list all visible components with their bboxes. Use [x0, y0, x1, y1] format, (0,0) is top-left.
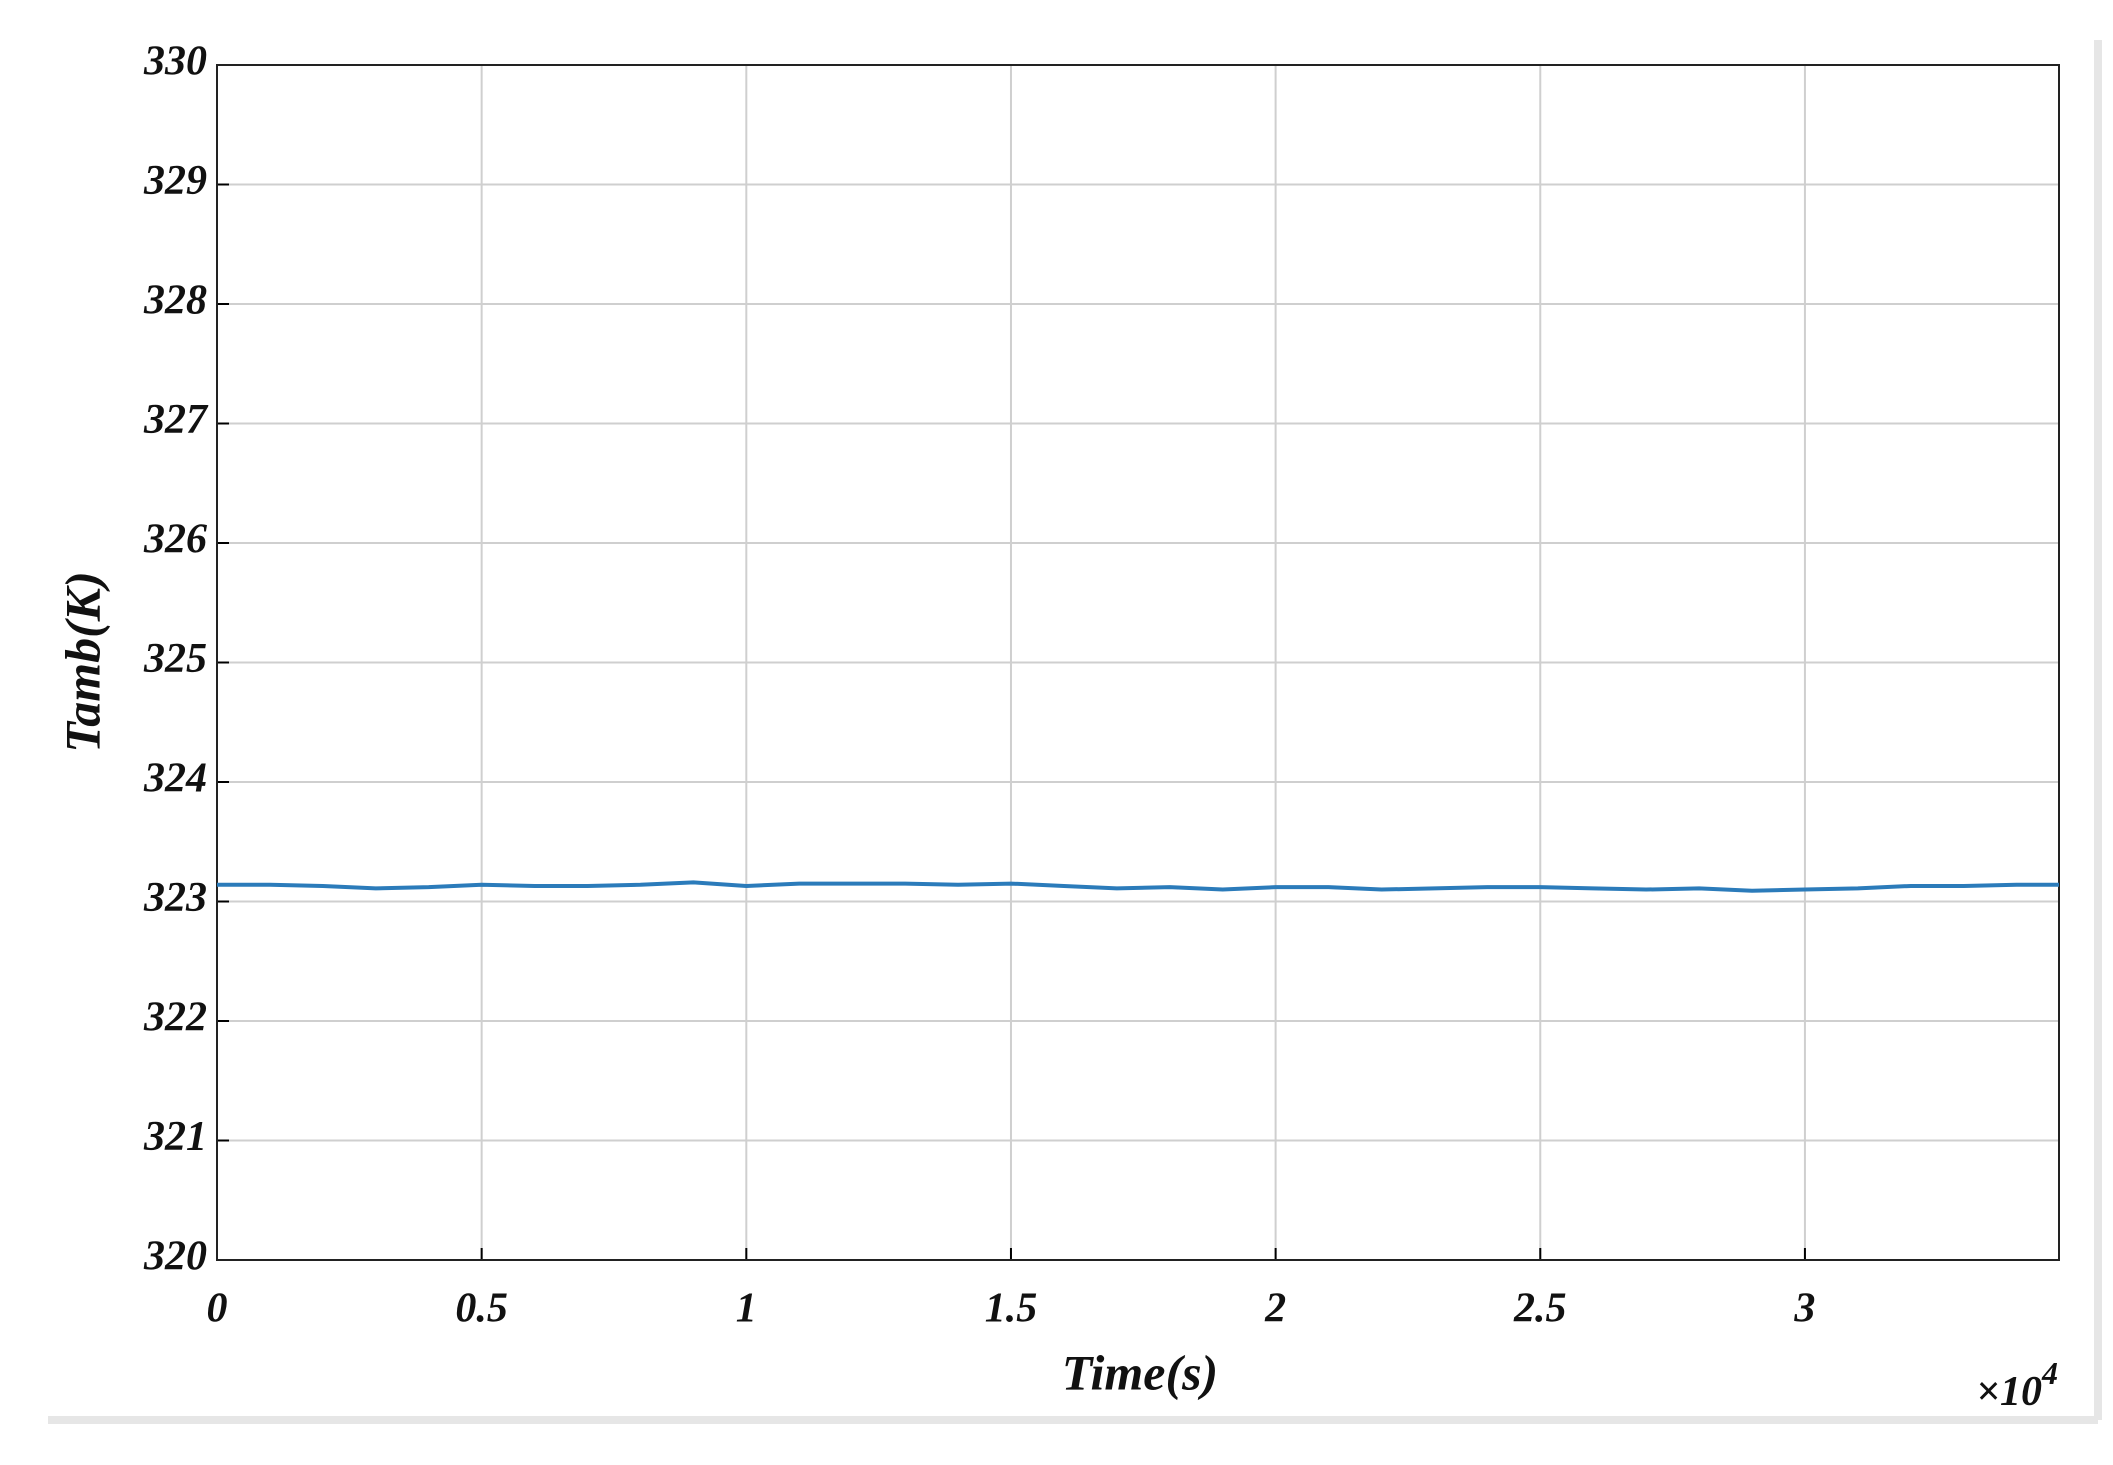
x-tick-label: 1.5	[985, 1286, 1038, 1332]
x-tick-label: 3	[1793, 1286, 1815, 1332]
x-tick-label: 2.5	[1513, 1286, 1567, 1332]
x-multiplier-base: ×10	[1976, 1369, 2042, 1415]
x-tick-label: 0	[207, 1286, 228, 1332]
y-tick-label: 330	[143, 39, 207, 85]
y-tick-label: 328	[143, 278, 207, 324]
x-tick-label: 2	[1264, 1286, 1286, 1332]
y-tick-label: 325	[143, 636, 207, 682]
y-tick-label: 329	[143, 158, 207, 204]
plot-area: 320 321 322 323 324 325 326 327 328 329 330 0 0.5 1 1.…	[143, 39, 2060, 1332]
data-line	[217, 880, 2059, 893]
y-tick-label: 323	[143, 875, 207, 921]
plot-frame	[216, 64, 2060, 1261]
y-tick-label: 322	[143, 995, 207, 1041]
x-multiplier-exponent: 4	[2041, 1355, 2058, 1391]
x-axis-label: Time(s)	[1062, 1344, 1218, 1400]
y-tick-label: 327	[143, 397, 209, 443]
y-tick-label: 321	[143, 1114, 207, 1160]
y-axis-label: Tamb(K)	[54, 571, 110, 753]
x-tick-label: 1	[736, 1286, 757, 1332]
x-tick-label: 0.5	[455, 1286, 508, 1332]
y-tick-label: 326	[143, 517, 207, 563]
y-tick-label: 320	[143, 1234, 207, 1280]
y-tick-label: 324	[143, 756, 207, 802]
x-multiplier: ×104	[1976, 1355, 2058, 1414]
